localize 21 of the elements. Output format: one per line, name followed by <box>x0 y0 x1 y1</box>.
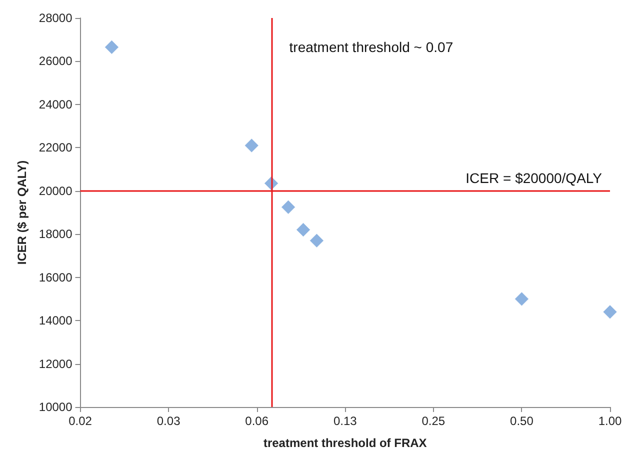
x-tick-label: 0.13 <box>333 414 358 428</box>
ref-line-label: treatment threshold ~ 0.07 <box>289 39 454 55</box>
x-tick-label: 0.02 <box>68 414 92 428</box>
y-tick-label: 10000 <box>38 400 73 414</box>
y-tick-label: 18000 <box>38 227 73 242</box>
y-tick-label: 16000 <box>38 270 73 284</box>
y-tick-label: 20000 <box>38 184 73 198</box>
y-tick-label: 28000 <box>38 11 73 25</box>
y-tick-label: 26000 <box>38 54 73 68</box>
x-tick-label: 0.25 <box>422 414 446 428</box>
ref-line-label: ICER = $20000/QALY <box>466 170 603 186</box>
x-tick-label: 0.06 <box>245 414 269 428</box>
x-tick-label: 0.50 <box>510 414 534 428</box>
y-tick-label: 22000 <box>38 140 73 155</box>
y-tick-label: 14000 <box>38 314 73 328</box>
y-axis-title: ICER ($ per QALY) <box>15 160 29 265</box>
x-tick-label: 1.00 <box>598 414 622 428</box>
x-tick-label: 0.03 <box>156 414 181 428</box>
x-axis-title: treatment threshold of FRAX <box>263 436 427 450</box>
y-tick-label: 12000 <box>38 356 73 371</box>
y-tick-label: 24000 <box>38 97 73 112</box>
